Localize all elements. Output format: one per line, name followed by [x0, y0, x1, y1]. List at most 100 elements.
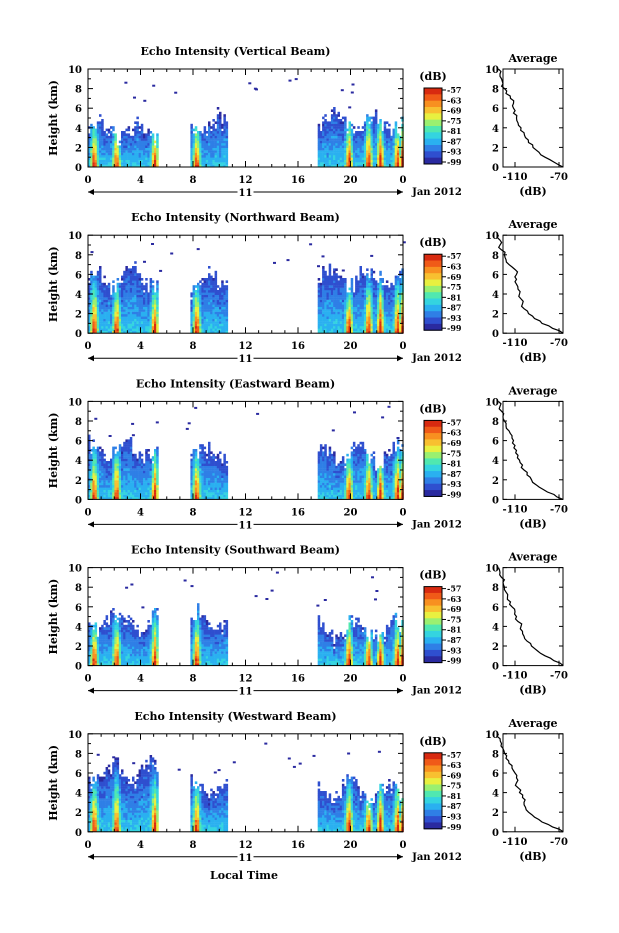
echo-cell	[331, 456, 334, 459]
echo-cell	[154, 471, 157, 474]
echo-cell	[318, 133, 321, 136]
echo-cell	[226, 466, 229, 469]
echo-cell	[114, 456, 117, 459]
echo-cell	[123, 155, 126, 158]
echo-cell	[141, 288, 144, 291]
echo-cell	[357, 133, 360, 136]
echo-cell	[340, 138, 343, 141]
echo-cell	[90, 288, 93, 291]
echo-cell	[190, 129, 193, 132]
echo-cell	[395, 131, 398, 134]
echo-cell	[114, 148, 117, 151]
echo-cell	[368, 278, 371, 281]
echo-cell	[386, 324, 389, 327]
echo-cell	[143, 314, 146, 317]
echo-cell	[134, 461, 137, 464]
echo-cell	[114, 466, 117, 469]
echo-cell	[399, 316, 402, 319]
echo-cell	[333, 492, 336, 495]
echo-cell	[320, 297, 323, 300]
echo-cell	[399, 288, 402, 291]
echo-cell	[101, 160, 104, 163]
echo-cell	[349, 157, 352, 160]
echo-cell	[92, 129, 95, 132]
echo-cell	[375, 131, 378, 134]
echo-cell	[368, 131, 371, 134]
echo-cell	[390, 143, 393, 146]
echo-cell	[193, 324, 196, 327]
echo-cell	[121, 145, 124, 148]
echo-cell	[141, 292, 144, 295]
echo-cell	[139, 468, 142, 471]
echo-cell	[399, 309, 402, 312]
echo-cell	[215, 148, 218, 151]
echo-cell	[101, 312, 104, 315]
echo-cell	[145, 143, 148, 146]
echo-cell	[132, 129, 135, 132]
echo-cell	[338, 280, 341, 283]
echo-cell	[215, 121, 218, 124]
echo-cell	[324, 487, 327, 490]
echo-cell	[90, 162, 93, 165]
echo-cell	[322, 138, 325, 141]
echo-cell	[125, 129, 128, 132]
echo-cell	[132, 280, 135, 283]
echo-cell	[106, 148, 109, 151]
echo-cell	[212, 136, 215, 139]
echo-cell	[329, 312, 332, 315]
echo-cell	[156, 483, 159, 486]
echo-cell	[193, 136, 196, 139]
echo-cell	[377, 297, 380, 300]
echo-cell	[114, 471, 117, 474]
echo-cell	[223, 124, 226, 127]
echo-cell	[219, 129, 222, 132]
echo-cell	[357, 292, 360, 295]
echo-cell	[324, 300, 327, 303]
echo-cell	[210, 143, 213, 146]
colorbar-unit: (dB)	[419, 70, 446, 83]
echo-cell	[101, 492, 104, 495]
echo-cell	[197, 285, 200, 288]
echo-cell	[379, 300, 382, 303]
echo-cell	[322, 150, 325, 153]
echo-cell	[134, 463, 137, 466]
echo-cell	[154, 451, 157, 454]
echo-cell	[399, 324, 402, 327]
echo-cell	[212, 297, 215, 300]
echo-cell	[210, 136, 213, 139]
echo-cell	[223, 490, 226, 493]
echo-cell	[320, 307, 323, 310]
echo-cell	[121, 475, 124, 478]
echo-cell	[154, 480, 157, 483]
echo-cell	[331, 109, 334, 112]
echo-cell	[130, 276, 133, 279]
echo-cell	[130, 471, 133, 474]
echo-cell	[108, 300, 111, 303]
echo-cell	[327, 316, 330, 319]
echo-cell	[327, 292, 330, 295]
echo-cell	[217, 478, 220, 481]
echo-cell	[130, 280, 133, 283]
echo-cell	[379, 309, 382, 312]
echo-cell	[156, 447, 159, 450]
echo-cell	[393, 304, 396, 307]
echo-cell	[324, 288, 327, 291]
echo-cell	[221, 148, 224, 151]
echo-cell	[156, 471, 159, 474]
echo-cell	[195, 475, 198, 478]
echo-cell	[212, 124, 215, 127]
echo-cell	[195, 466, 198, 469]
echo-cell	[226, 160, 229, 163]
echo-cell	[99, 131, 102, 134]
echo-cell	[324, 121, 327, 124]
echo-cell	[223, 133, 226, 136]
echo-cell	[221, 490, 224, 493]
echo-cell	[357, 307, 360, 310]
echo-cell	[103, 459, 106, 462]
echo-cell	[110, 326, 113, 329]
echo-cell	[340, 124, 343, 127]
echo-cell	[338, 292, 341, 295]
echo-cell	[201, 278, 204, 281]
avg-y-tick-label: 2	[492, 143, 499, 154]
echo-cell	[377, 290, 380, 293]
